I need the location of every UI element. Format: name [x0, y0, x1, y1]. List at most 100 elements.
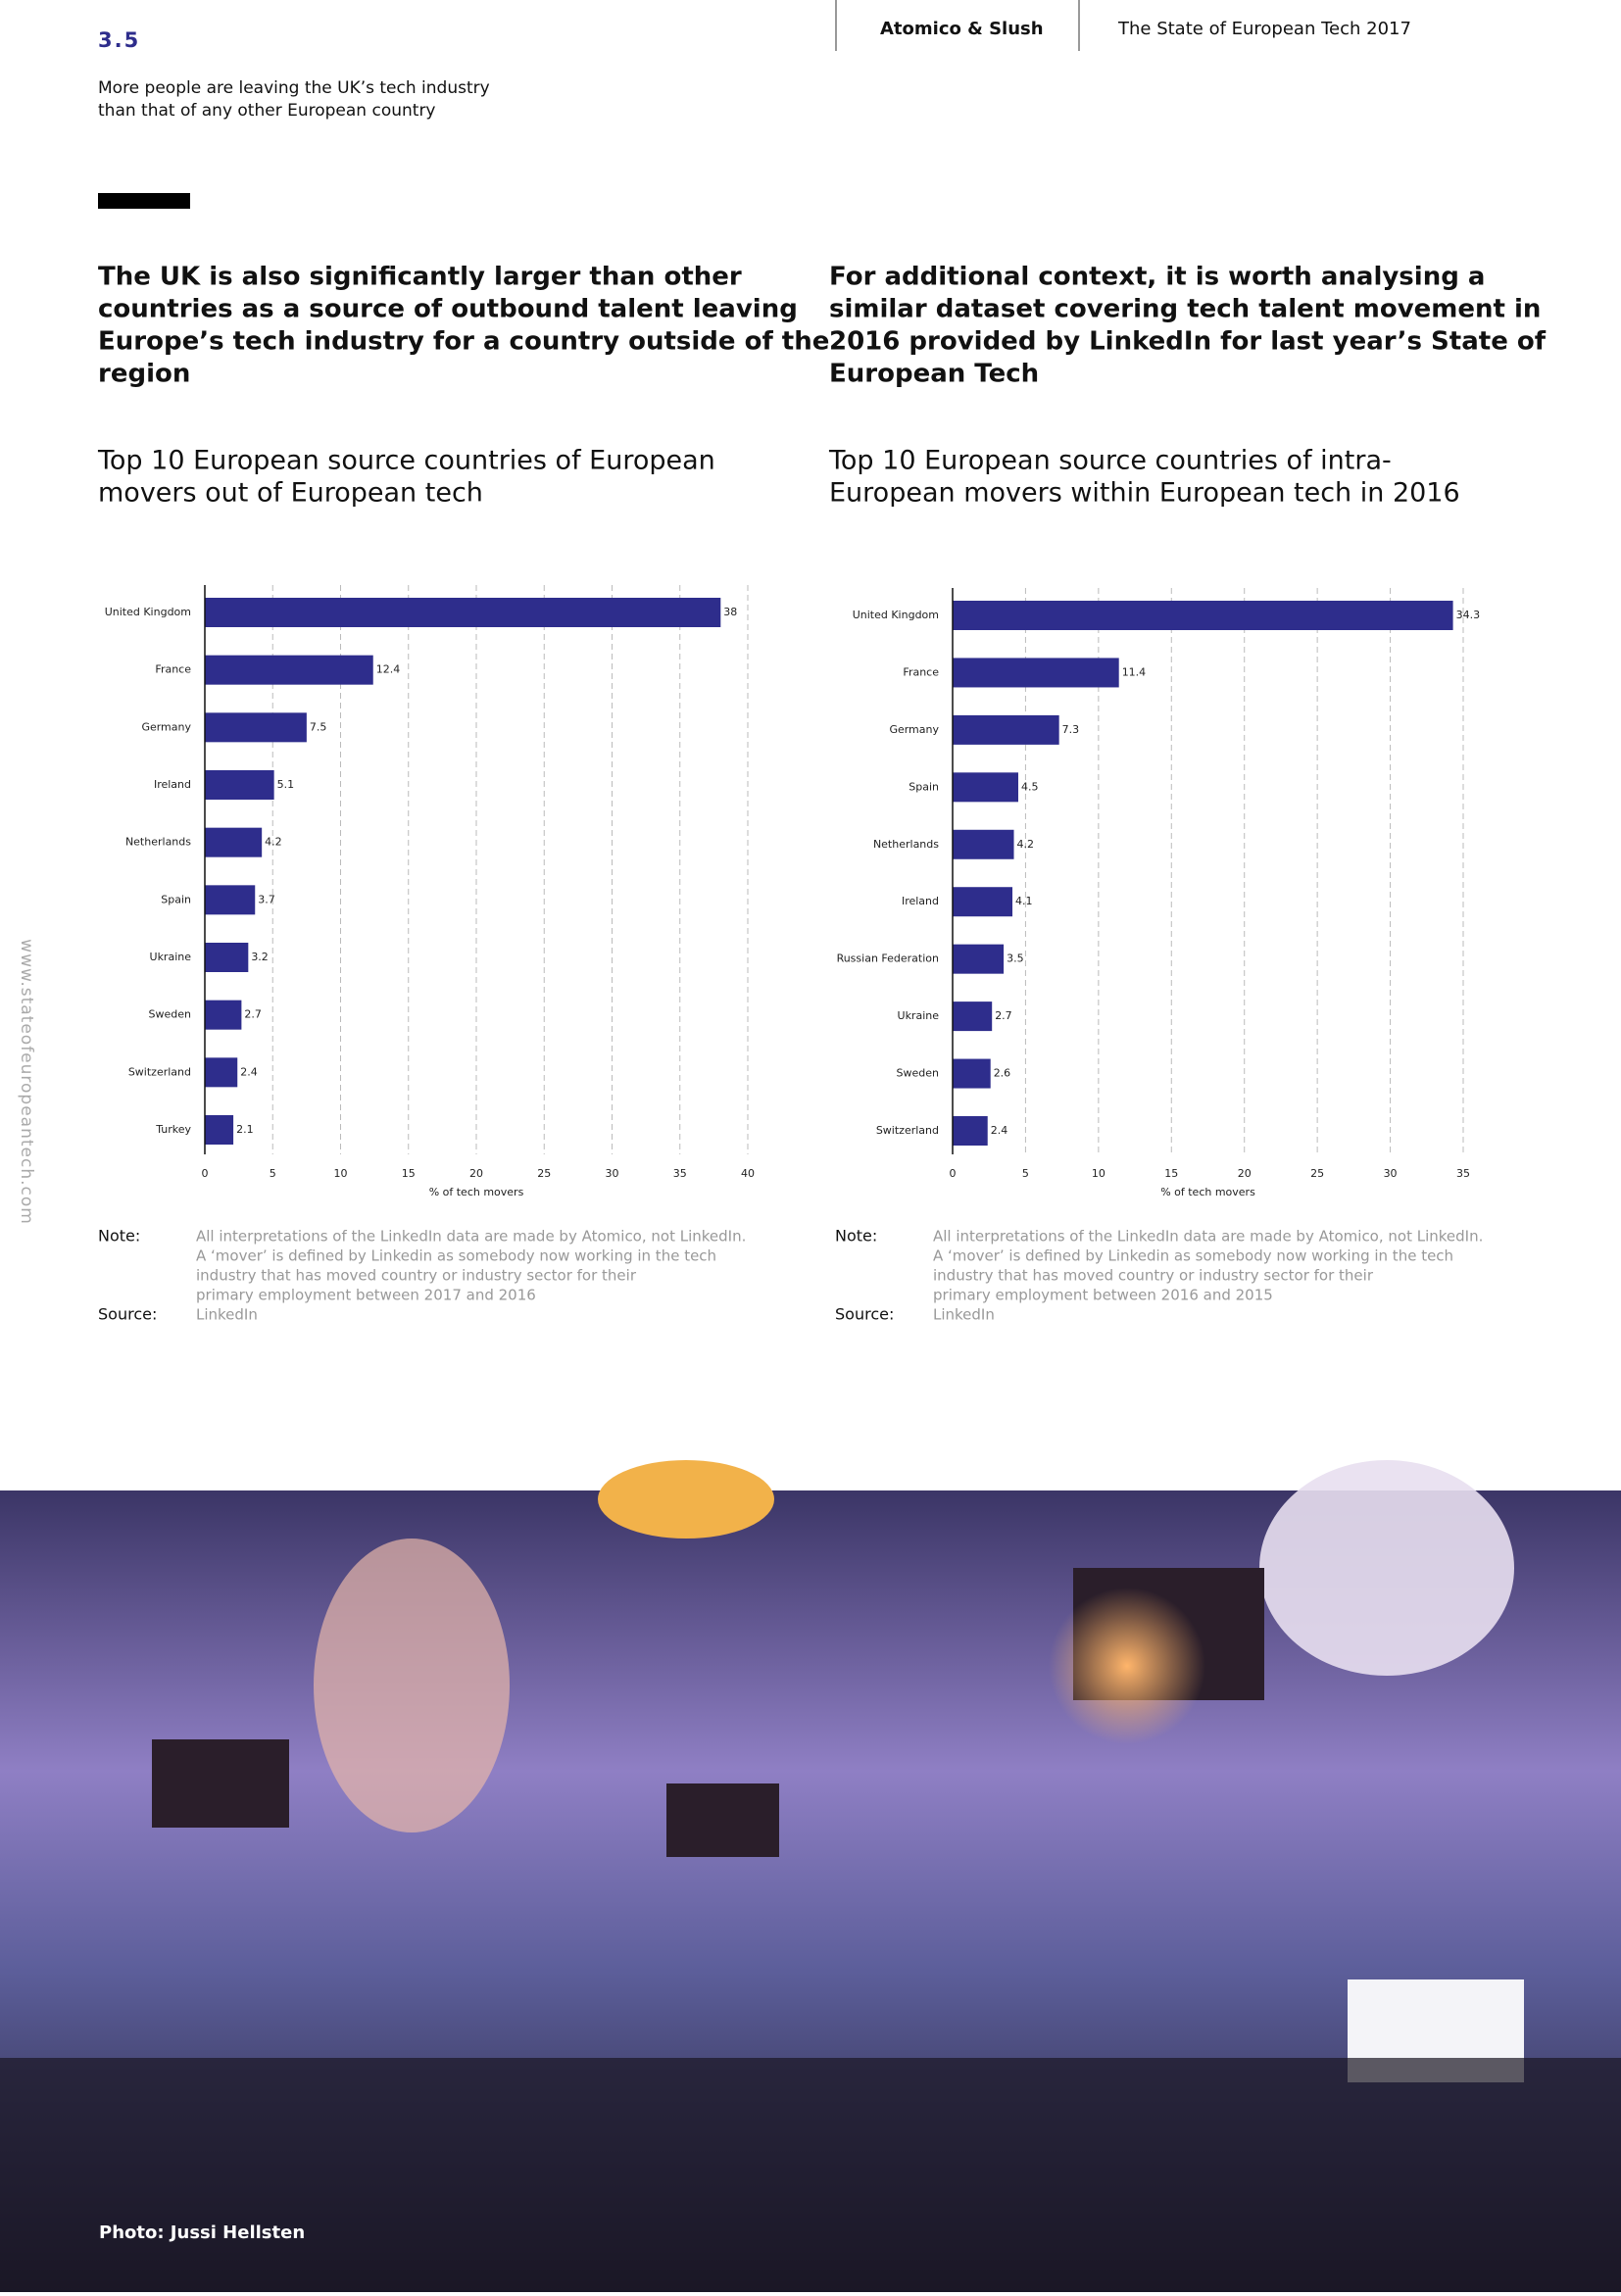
note-text: All interpretations of the LinkedIn data…	[933, 1228, 1483, 1246]
note-text: industry that has moved country or indus…	[933, 1267, 1374, 1285]
x-tick-label: 5	[270, 1167, 276, 1180]
bar	[205, 1115, 234, 1145]
note-text: primary employment between 2017 and 2016	[196, 1287, 536, 1304]
x-tick-label: 35	[1456, 1167, 1470, 1180]
x-tick-label: 30	[1384, 1167, 1398, 1180]
value-label: 34.3	[1456, 609, 1481, 621]
value-label: 7.3	[1062, 723, 1080, 736]
heading: 2016 provided by LinkedIn for last year’…	[829, 327, 1547, 357]
value-label: 4.5	[1021, 780, 1039, 793]
note-text: A ‘mover’ is defined by Linkedin as some…	[196, 1247, 716, 1265]
heading: Europe’s tech industry for a country out…	[98, 327, 829, 357]
x-tick-label: 35	[673, 1167, 687, 1180]
subtitle: More people are leaving the UK’s tech in…	[98, 78, 490, 98]
category-label: Turkey	[155, 1123, 191, 1136]
source-label: Source:	[98, 1305, 157, 1324]
bar	[953, 1116, 988, 1146]
value-label: 12.4	[376, 663, 401, 676]
category-label: United Kingdom	[853, 609, 939, 621]
photo-light	[1259, 1460, 1514, 1676]
chart-title: Top 10 European source countries of intr…	[828, 446, 1392, 476]
category-label: Ukraine	[150, 951, 192, 963]
x-tick-label: 20	[469, 1167, 483, 1180]
value-label: 5.1	[277, 778, 295, 791]
bar	[205, 770, 274, 800]
category-label: Netherlands	[873, 838, 939, 851]
heading: similar dataset covering tech talent mov…	[829, 295, 1541, 324]
report-name: The State of European Tech 2017	[1117, 19, 1411, 39]
bar	[205, 655, 373, 685]
value-label: 2.7	[244, 1008, 262, 1021]
value-label: 2.1	[236, 1123, 254, 1136]
value-label: 11.4	[1122, 665, 1147, 678]
x-tick-label: 20	[1238, 1167, 1252, 1180]
x-tick-label: 0	[950, 1167, 957, 1180]
bar	[953, 887, 1013, 917]
value-label: 2.4	[240, 1065, 257, 1078]
subtitle: than that of any other European country	[98, 101, 436, 121]
bar	[205, 885, 256, 915]
photo-lamp	[152, 1739, 289, 1828]
source-text: LinkedIn	[933, 1306, 995, 1324]
value-label: 4.2	[1017, 838, 1035, 851]
x-tick-label: 25	[1310, 1167, 1324, 1180]
source-label: Source:	[835, 1305, 894, 1324]
category-label: Germany	[141, 720, 191, 733]
value-label: 4.2	[265, 836, 282, 849]
photo-crowd	[0, 2058, 1621, 2292]
x-axis-label: % of tech movers	[429, 1186, 524, 1198]
x-tick-label: 5	[1022, 1167, 1029, 1180]
value-label: 4.1	[1015, 895, 1033, 907]
photo-light	[314, 1539, 510, 1832]
value-label: 7.5	[310, 720, 327, 733]
category-label: Switzerland	[128, 1065, 191, 1078]
bar	[953, 944, 1005, 974]
value-label: 3.2	[251, 951, 269, 963]
bar	[953, 1001, 993, 1032]
note-text: primary employment between 2016 and 2015	[933, 1287, 1273, 1304]
value-label: 2.7	[995, 1009, 1012, 1022]
bar	[205, 712, 307, 743]
value-label: 3.5	[1007, 953, 1024, 965]
category-label: Spain	[909, 780, 939, 793]
side-url: www.stateofeuropeantech.com	[17, 939, 36, 1225]
category-label: Germany	[889, 723, 939, 736]
heading: countries as a source of outbound talent…	[98, 295, 798, 324]
x-tick-label: 15	[402, 1167, 416, 1180]
note-label: Note:	[835, 1227, 877, 1246]
bar	[205, 598, 721, 627]
photo-light	[598, 1460, 774, 1539]
x-tick-label: 0	[202, 1167, 209, 1180]
x-tick-label: 10	[1092, 1167, 1105, 1180]
section-number: 3.5	[98, 28, 140, 52]
chart-title: European movers within European tech in …	[829, 478, 1460, 509]
x-axis-label: % of tech movers	[1160, 1186, 1255, 1198]
accent-bar	[98, 193, 190, 209]
x-tick-label: 10	[334, 1167, 348, 1180]
note-text: All interpretations of the LinkedIn data…	[196, 1228, 746, 1246]
photo-caption: Photo: Jussi Hellsten	[99, 2223, 305, 2243]
bar	[205, 943, 249, 972]
bar	[953, 714, 1059, 745]
category-label: France	[155, 663, 191, 676]
x-tick-label: 30	[606, 1167, 619, 1180]
bar	[205, 1000, 242, 1030]
category-label: Switzerland	[876, 1124, 939, 1137]
photo-lamp	[666, 1783, 779, 1857]
x-tick-label: 25	[537, 1167, 551, 1180]
chart-title: Top 10 European source countries of Euro…	[97, 446, 715, 476]
heading: European Tech	[829, 360, 1039, 389]
publisher: Atomico & Slush	[880, 19, 1044, 39]
x-tick-label: 15	[1164, 1167, 1178, 1180]
note-text: industry that has moved country or indus…	[196, 1267, 637, 1285]
value-label: 3.7	[258, 893, 275, 905]
heading: The UK is also significantly larger than…	[98, 263, 742, 292]
category-label: Spain	[161, 893, 191, 905]
note-label: Note:	[98, 1227, 140, 1246]
source-text: LinkedIn	[196, 1306, 258, 1324]
bar	[205, 827, 263, 857]
bar	[953, 658, 1119, 688]
bar	[953, 601, 1453, 630]
heading: region	[98, 360, 190, 389]
